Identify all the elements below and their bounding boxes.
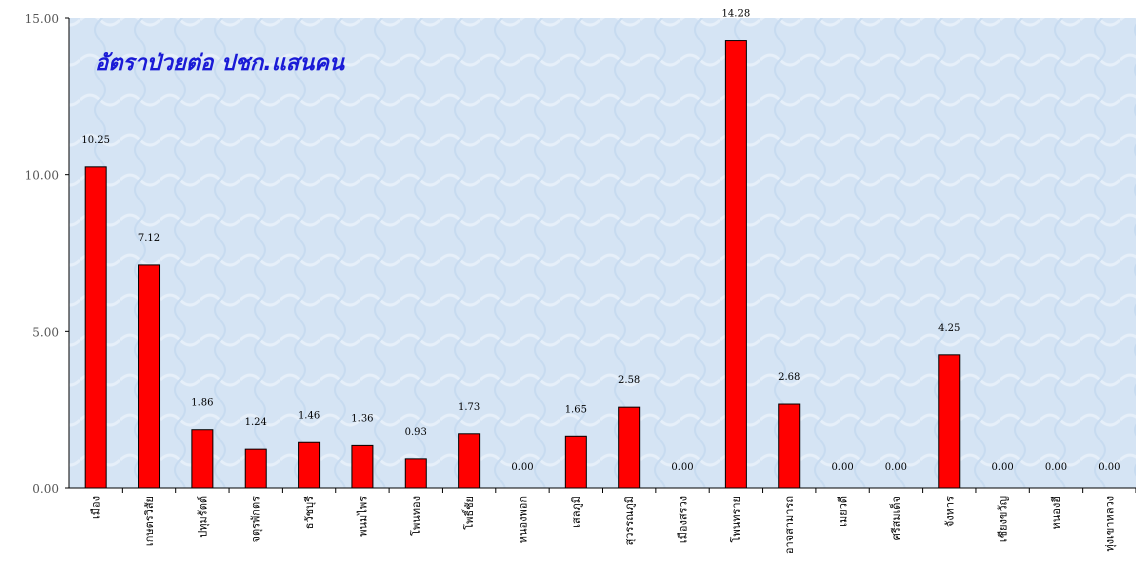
data-label: 1.36 <box>351 413 373 424</box>
x-tick-label: ทุ่งเขาหลวง <box>1103 496 1116 552</box>
x-tick-label: ปทุมรัตต์ <box>196 496 209 538</box>
x-tick-label: พนมไพร <box>356 496 369 537</box>
x-tick-label: เสลภูมิ <box>570 496 583 528</box>
bar <box>778 403 801 489</box>
bar <box>244 448 267 489</box>
bar <box>351 444 374 489</box>
data-label: 2.68 <box>778 372 800 383</box>
y-tick-label: 15.00 <box>25 12 59 26</box>
y-tick-label: 0.00 <box>32 482 59 496</box>
plot-area <box>69 18 1136 488</box>
x-tick-label: เกษตรวิสัย <box>143 496 156 546</box>
x-tick-label: โพนทอง <box>409 496 423 536</box>
data-label: 2.58 <box>618 375 640 386</box>
y-tick-label: 5.00 <box>32 325 59 339</box>
data-label: 1.24 <box>245 417 267 428</box>
bar <box>404 458 427 489</box>
data-label: 0.00 <box>885 462 907 473</box>
x-tick-label: สุวรรณภูมิ <box>623 496 636 545</box>
x-tick-label: เมืองสรวง <box>677 496 690 543</box>
x-tick-label: เชียงขวัญ <box>997 496 1010 542</box>
data-label: 1.65 <box>565 404 587 415</box>
data-label: 1.73 <box>458 402 480 413</box>
x-tick-label: ธวัชบุรี <box>303 496 316 529</box>
x-tick-label: หนองฮี <box>1050 496 1063 529</box>
bar <box>458 433 481 489</box>
data-label: 0.00 <box>991 462 1013 473</box>
data-label: 7.12 <box>138 233 160 244</box>
data-label: 1.86 <box>191 398 213 409</box>
data-label: 0.00 <box>671 462 693 473</box>
x-tick-label: จตุรพักตร <box>250 496 263 543</box>
bar <box>84 166 107 489</box>
bar <box>618 406 641 489</box>
bar <box>564 435 587 489</box>
y-tick-label: 10.00 <box>25 169 59 183</box>
data-label: 0.00 <box>831 462 853 473</box>
data-label: 0.00 <box>1098 462 1120 473</box>
x-tick-label: ศรีสมเด็จ <box>889 496 903 540</box>
bar <box>724 40 747 489</box>
data-label: 0.93 <box>405 427 427 438</box>
x-tick-label: หนองพอก <box>516 496 529 543</box>
x-tick-label: เมือง <box>90 496 103 519</box>
chart-title: อัตราป่วยต่อ ปชก.แสนคน <box>95 51 345 76</box>
data-label: 10.25 <box>81 135 110 146</box>
data-label: 1.46 <box>298 410 320 421</box>
bar <box>138 264 161 489</box>
x-tick-label: เมยวดี <box>837 496 850 527</box>
data-label: 0.00 <box>1045 462 1067 473</box>
x-tick-label: โพนทราย <box>729 496 743 542</box>
bar <box>938 354 961 489</box>
data-label: 0.00 <box>511 462 533 473</box>
bar <box>191 429 214 489</box>
x-tick-label: โพธิ์ชัย <box>461 496 476 530</box>
x-tick-label: อาจสามารถ <box>783 496 796 554</box>
data-label: 4.25 <box>938 323 960 334</box>
data-label: 14.28 <box>722 9 751 20</box>
x-tick-label: จังหาร <box>943 496 956 527</box>
bar <box>298 441 321 489</box>
